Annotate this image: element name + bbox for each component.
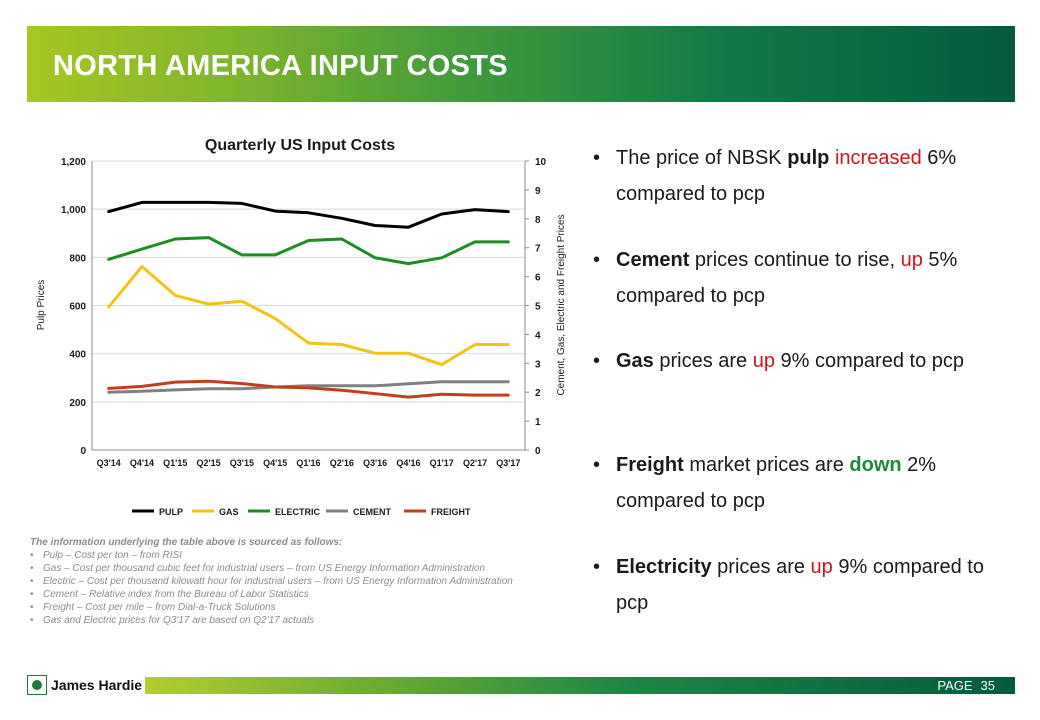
source-item: Electric – Cost per thousand kilowatt ho… xyxy=(30,575,590,588)
series-lines xyxy=(107,200,510,399)
footer-bar: PAGE 35 xyxy=(145,677,1015,694)
bullet-pulp: • The price of NBSK pulp increased 6% com… xyxy=(590,140,1016,212)
keyword-pulp: pulp xyxy=(787,147,830,169)
sources-list: Pulp – Cost per ton – from RISI Gas – Co… xyxy=(30,549,590,627)
bullet-text: prices are xyxy=(711,556,811,578)
bullet-marker: • xyxy=(593,454,601,476)
chart-svg: Quarterly US Input Costs 0 200 400 600 800 1,… xyxy=(36,137,567,517)
page-title: NORTH AMERICA INPUT COSTS xyxy=(53,50,508,82)
logo-text: James Hardie xyxy=(51,677,143,693)
x-tick-label: Q1'17 xyxy=(430,458,454,468)
keyword-gas: Gas xyxy=(616,350,654,372)
source-item: Freight – Cost per mile – from Dial-a-Tr… xyxy=(30,601,590,614)
y-tick-left: 600 xyxy=(69,302,86,313)
bullet-gas: • Gas prices are up 9% compared to pcp xyxy=(590,343,1016,379)
y-tick-left: 800 xyxy=(69,253,86,264)
legend-label-freight: FREIGHT xyxy=(431,507,471,517)
y-tick-right: 3 xyxy=(535,359,541,370)
y-tick-right: 1 xyxy=(535,417,541,428)
bullet-text: 6% compared to pcp xyxy=(616,147,957,205)
header-banner: NORTH AMERICA INPUT COSTS xyxy=(27,26,1015,102)
logo-icon xyxy=(27,675,47,695)
chart-title: Quarterly US Input Costs xyxy=(205,137,395,154)
sources-heading: The information underlying the table abo… xyxy=(30,537,343,548)
x-tick-label: Q4'16 xyxy=(396,458,420,468)
x-tick-label: Q3'15 xyxy=(230,458,254,468)
sources-note: The information underlying the table abo… xyxy=(30,536,590,627)
legend: PULP GAS ELECTRIC CEMENT FREIGHT xyxy=(132,507,471,517)
y-tick-right: 8 xyxy=(535,215,541,226)
series-line-electric xyxy=(107,236,510,266)
legend-label-electric: ELECTRIC xyxy=(275,507,321,517)
y-tick-right: 6 xyxy=(535,273,541,284)
y-tick-left: 1,000 xyxy=(61,205,86,216)
keyword-electricity: Electricity xyxy=(616,556,712,578)
source-item: Gas – Cost per thousand cubic feet for i… xyxy=(30,562,590,575)
x-tick-label: Q1'16 xyxy=(296,458,320,468)
y-tick-right: 10 xyxy=(535,157,547,168)
page-label: PAGE xyxy=(937,678,973,693)
series-line-freight xyxy=(107,379,510,399)
source-item: Cement – Relative index from the Bureau … xyxy=(30,588,590,601)
y-tick-right: 0 xyxy=(535,446,541,457)
bullet-text: 2% compared to pcp xyxy=(616,454,937,512)
y-tick-right: 5 xyxy=(535,302,541,313)
input-costs-chart: Quarterly US Input Costs 0 200 400 600 800 1,… xyxy=(30,128,580,528)
keyword-cement: Cement xyxy=(616,249,690,271)
x-tick-label: Q3'17 xyxy=(496,458,520,468)
y-tick-right: 4 xyxy=(535,330,541,341)
legend-label-pulp: PULP xyxy=(159,507,183,517)
bullet-text: The price of NBSK xyxy=(616,147,788,169)
keyword-freight: Freight xyxy=(616,454,684,476)
trend-word: down xyxy=(849,454,902,476)
x-tick-label: Q2'16 xyxy=(330,458,354,468)
x-tick-label: Q4'14 xyxy=(130,458,154,468)
bullet-cement: • Cement prices continue to rise, up 5% c… xyxy=(590,242,1016,314)
bullet-marker: • xyxy=(593,350,601,372)
bullet-text: 9% compared to pcp xyxy=(616,556,984,614)
y-tick-right: 9 xyxy=(535,186,541,197)
source-item: Gas and Electric prices for Q3'17 are ba… xyxy=(30,614,590,627)
source-item: Pulp – Cost per ton – from RISI xyxy=(30,549,590,562)
bullet-marker: • xyxy=(593,147,601,169)
series-line-pulp xyxy=(107,200,510,229)
legend-label-cement: CEMENT xyxy=(353,507,392,517)
y-tick-right: 7 xyxy=(535,244,541,255)
trend-word: up xyxy=(810,556,833,578)
trend-word: increased xyxy=(834,147,922,169)
x-tick-label: Q1'15 xyxy=(163,458,187,468)
x-tick-label: Q2'15 xyxy=(196,458,220,468)
bullet-text: prices are xyxy=(653,350,753,372)
y-tick-left: 0 xyxy=(80,446,86,457)
series-line-gas xyxy=(107,265,510,367)
bullet-electricity: • Electricity prices are up 9% compared t… xyxy=(590,549,1016,621)
y-tick-left: 400 xyxy=(69,350,86,361)
bullet-text: prices continue to rise, xyxy=(689,249,901,271)
bullet-marker: • xyxy=(593,249,601,271)
bullet-text: 5% compared to pcp xyxy=(616,249,958,307)
axes: 0 200 400 600 800 1,000 1,200 0 1 2 3 4 5 6 7 8 9 10 Q3'14… xyxy=(61,157,547,468)
y-tick-right: 2 xyxy=(535,388,541,399)
y-tick-left: 200 xyxy=(69,398,86,409)
bullet-freight: • Freight market prices are down 2% compa… xyxy=(590,447,1016,519)
y-tick-left: 1,200 xyxy=(61,157,86,168)
trend-word: up xyxy=(900,249,923,271)
bullet-text: 9% compared to pcp xyxy=(775,350,964,372)
legend-label-gas: GAS xyxy=(219,507,239,517)
trend-word: up xyxy=(752,350,775,372)
x-tick-label: Q4'15 xyxy=(263,458,287,468)
y-axis-label-right: Cement, Gas, Electric and Freight Prices xyxy=(556,214,567,395)
series-line-cement xyxy=(107,380,510,394)
page-indicator: PAGE 35 xyxy=(937,677,995,694)
page-number: 35 xyxy=(980,678,995,693)
x-tick-label: Q3'14 xyxy=(97,458,121,468)
bullet-text: market prices are xyxy=(683,454,850,476)
x-tick-label: Q3'16 xyxy=(363,458,387,468)
bullet-marker: • xyxy=(593,556,601,578)
y-axis-label-left: Pulp Prices xyxy=(36,280,47,331)
gridlines xyxy=(92,160,525,451)
x-tick-label: Q2'17 xyxy=(463,458,487,468)
